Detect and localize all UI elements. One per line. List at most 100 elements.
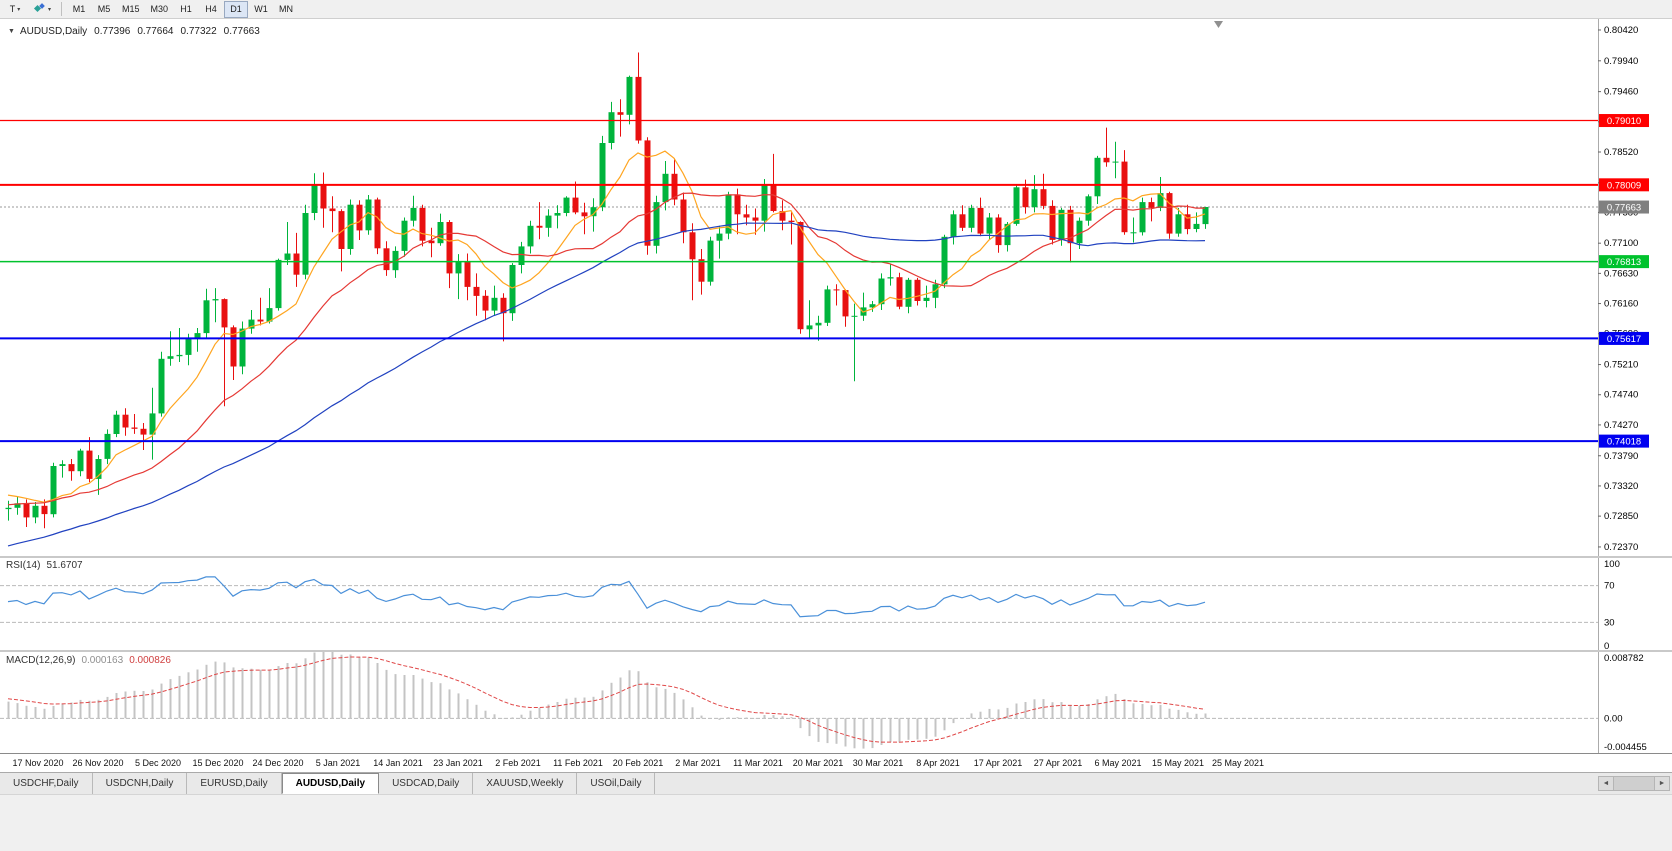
timeframe-button-h4[interactable]: H4 — [199, 1, 223, 18]
candle — [1112, 161, 1119, 163]
timeframe-button-m5[interactable]: M5 — [92, 1, 116, 18]
high-value: 0.77664 — [137, 26, 174, 37]
candle — [698, 259, 705, 282]
timeframe-button-m1[interactable]: M1 — [67, 1, 91, 18]
timeframe-button-d1[interactable]: D1 — [224, 0, 249, 18]
tab-audusd-daily[interactable]: AUDUSD,Daily — [281, 773, 380, 794]
svg-text:0.78009: 0.78009 — [1607, 180, 1641, 191]
tab-usdchf-daily[interactable]: USDCHF,Daily — [0, 773, 93, 794]
macd-panel — [0, 652, 1598, 749]
timeframe-button-mn[interactable]: MN — [274, 1, 298, 18]
tab-usdcnh-daily[interactable]: USDCNH,Daily — [93, 773, 188, 794]
candle — [617, 112, 624, 115]
candle — [95, 459, 102, 479]
candle — [1040, 189, 1047, 206]
svg-text:0.75617: 0.75617 — [1607, 334, 1641, 345]
candle — [257, 319, 264, 322]
candle — [1076, 220, 1083, 244]
panel-divider[interactable] — [0, 650, 1672, 652]
svg-text:0.74740: 0.74740 — [1604, 390, 1638, 401]
candle — [545, 215, 552, 228]
candle — [500, 297, 507, 314]
tab-usdcad-daily[interactable]: USDCAD,Daily — [379, 773, 474, 794]
macd-axis: 0.008782 0.00 -0.004455 — [1604, 653, 1647, 753]
candle — [1184, 214, 1191, 230]
macd-indicator-label: MACD(12,26,9) 0.000163 0.000826 — [6, 655, 177, 666]
svg-text:70: 70 — [1604, 581, 1615, 592]
timeframe-button-h1[interactable]: H1 — [174, 1, 198, 18]
macd-main-value: 0.000163 — [81, 655, 124, 666]
chart-type-dropdown-button[interactable]: T ▾ — [3, 1, 27, 18]
svg-text:0.77663: 0.77663 — [1607, 203, 1641, 214]
candle — [905, 279, 912, 307]
one-click-trading-toggle-icon[interactable]: ▼ — [8, 28, 15, 35]
candle — [1175, 214, 1182, 234]
price-chart[interactable]: 0.804200.799400.794600.789900.785200.780… — [0, 19, 1672, 753]
timeframe-button-w1[interactable]: W1 — [249, 1, 273, 18]
chart-shift-marker[interactable] — [1214, 21, 1223, 28]
candle — [293, 253, 300, 275]
candle — [338, 211, 345, 249]
candle — [329, 208, 336, 212]
candle — [59, 464, 66, 466]
candle — [536, 225, 543, 228]
candle — [284, 253, 291, 260]
date-label: 23 Jan 2021 — [433, 758, 483, 768]
timeframe-buttons-group: M1 M5 M15 M30 H1 H4 D1 W1 MN — [67, 0, 298, 18]
close-value: 0.77663 — [223, 26, 260, 37]
svg-text:0: 0 — [1604, 641, 1609, 652]
tab-usoil-daily[interactable]: USOil,Daily — [577, 773, 656, 794]
svg-text:0.79460: 0.79460 — [1604, 87, 1638, 98]
candle — [131, 427, 138, 429]
chart-objects-dropdown-button[interactable]: ▾ — [28, 1, 56, 18]
candle — [1148, 202, 1155, 208]
tab-xauusd-weekly[interactable]: XAUUSD,Weekly — [473, 773, 578, 794]
timeframe-button-m30[interactable]: M30 — [146, 1, 174, 18]
candle — [680, 199, 687, 233]
candle — [320, 184, 327, 209]
candle — [194, 333, 201, 339]
panel-divider[interactable] — [0, 556, 1672, 558]
rsi-axis: 100 70 30 0 — [1604, 559, 1620, 652]
svg-text:0.78520: 0.78520 — [1604, 147, 1638, 158]
rsi-panel — [0, 576, 1598, 623]
candle — [122, 414, 129, 428]
candle — [644, 140, 651, 246]
toolbar-separator — [61, 2, 63, 16]
tab-scroll-right-button[interactable]: ► — [1654, 776, 1670, 791]
candle — [563, 197, 570, 213]
tab-scroll-left-button[interactable]: ◄ — [1598, 776, 1614, 791]
timeframe-button-m15[interactable]: M15 — [117, 1, 145, 18]
candle — [1166, 193, 1173, 234]
macd-name: MACD(12,26,9) — [6, 655, 76, 666]
horizontal-levels — [0, 119, 1598, 443]
candle — [1130, 232, 1137, 234]
candle — [968, 207, 975, 228]
candle — [212, 299, 219, 301]
date-label: 11 Mar 2021 — [733, 758, 783, 768]
candle — [248, 319, 255, 329]
candle — [1121, 161, 1128, 233]
date-axis[interactable]: 17 Nov 2020 26 Nov 2020 5 Dec 2020 15 Dec 2… — [0, 753, 1672, 772]
candle — [365, 199, 372, 231]
tab-scroll-track[interactable] — [1614, 776, 1654, 791]
candle — [464, 261, 471, 287]
date-label: 15 May 2021 — [1151, 758, 1205, 768]
date-label: 20 Mar 2021 — [792, 758, 844, 768]
svg-text:0.76160: 0.76160 — [1604, 299, 1638, 310]
svg-text:0.79940: 0.79940 — [1604, 56, 1638, 67]
candle — [491, 297, 498, 311]
tab-scrollbar[interactable]: ◄ ► — [1598, 773, 1672, 794]
svg-text:0.79010: 0.79010 — [1607, 116, 1641, 127]
chart-window[interactable]: 0.804200.799400.794600.789900.785200.780… — [0, 19, 1672, 772]
candle — [743, 214, 750, 218]
candle — [878, 278, 885, 305]
open-value: 0.77396 — [94, 26, 131, 37]
candle — [896, 277, 903, 307]
svg-text:0.74270: 0.74270 — [1604, 420, 1638, 431]
tab-eurusd-daily[interactable]: EURUSD,Daily — [187, 773, 282, 794]
date-label: 15 Dec 2020 — [192, 758, 244, 768]
date-label: 2 Mar 2021 — [675, 758, 721, 768]
status-bar — [0, 794, 1672, 851]
